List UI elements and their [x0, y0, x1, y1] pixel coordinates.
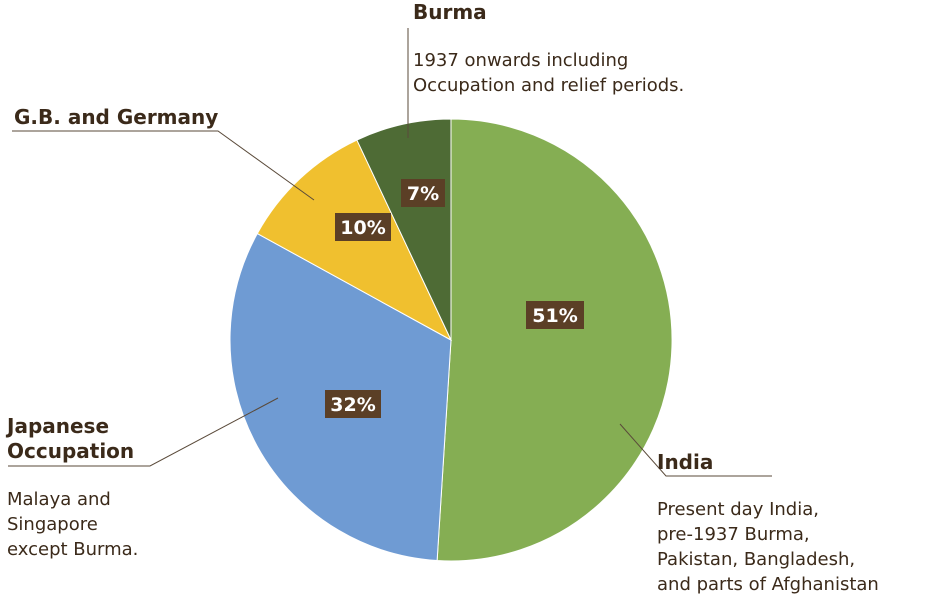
callout-desc-japanese-line2: Singapore	[7, 514, 98, 535]
pct-label-gb: 10%	[335, 213, 391, 241]
callout-desc-burma-line1: 1937 onwards including	[413, 50, 628, 71]
pct-label-text: 51%	[532, 305, 577, 327]
pct-label-india: 51%	[526, 301, 584, 329]
callout-title-burma: Burma	[413, 0, 487, 24]
pct-label-text: 32%	[330, 394, 375, 416]
leader-line-india	[619, 423, 772, 477]
callout-title-gb: G.B. and Germany	[14, 105, 218, 129]
pct-label-burma: 7%	[401, 179, 445, 207]
callout-title-japanese-line2: Occupation	[7, 439, 134, 463]
pie-slice-india	[436, 118, 673, 562]
pct-label-text: 10%	[340, 217, 385, 239]
pct-label-bg	[401, 179, 445, 207]
callout-desc-japanese-line3: except Burma.	[7, 539, 138, 560]
leader-line-japanese	[8, 397, 279, 467]
callout-desc-india-line4: and parts of Afghanistan	[657, 574, 879, 595]
pct-label-japanese: 32%	[325, 390, 381, 418]
leader-line-gb	[12, 130, 315, 201]
pct-label-bg	[335, 213, 391, 241]
pie-slices	[229, 118, 673, 562]
pie-slice-burma	[356, 118, 452, 341]
pct-label-text: 7%	[407, 183, 439, 205]
pct-label-bg	[526, 301, 584, 329]
callout-title-japanese-line1: Japanese	[5, 414, 109, 438]
leader-lines	[8, 28, 772, 477]
callout-desc-india-line2: pre-1937 Burma,	[657, 524, 810, 545]
callout-desc-burma-line2: Occupation and relief periods.	[413, 75, 684, 96]
callout-title-india: India	[657, 450, 713, 474]
callout-desc-india-line1: Present day India,	[657, 499, 819, 520]
callout-desc-japanese-line1: Malaya and	[7, 489, 111, 510]
pct-label-bg	[325, 390, 381, 418]
callout-desc-india-line3: Pakistan, Bangladesh,	[657, 549, 855, 570]
